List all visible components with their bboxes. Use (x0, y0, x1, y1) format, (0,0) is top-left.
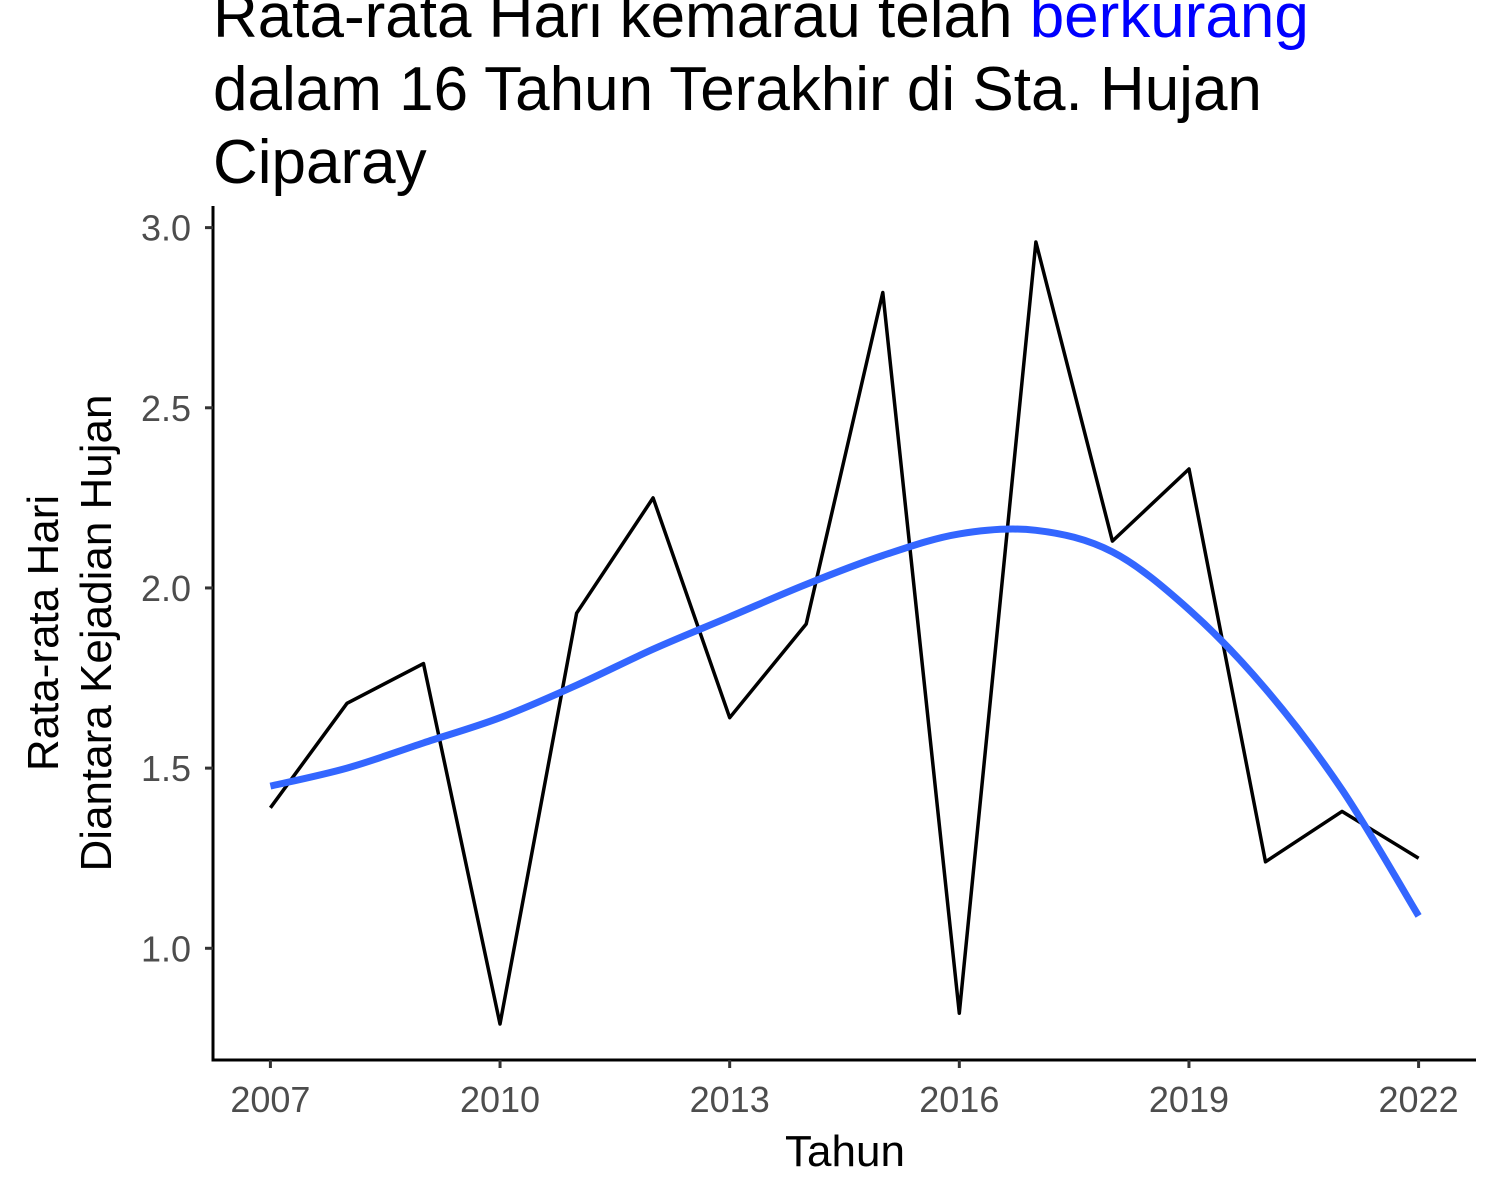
x-tick-label: 2016 (919, 1079, 999, 1120)
chart-title-part1: Rata-rata Hari kemarau telah (213, 0, 1030, 51)
y-tick-label: 1.5 (141, 748, 191, 789)
y-tick-label: 2.5 (141, 388, 191, 429)
x-tick-label: 2022 (1379, 1079, 1459, 1120)
y-axis-ticks: 1.0 1.5 2.0 2.5 3.0 (141, 208, 213, 969)
y-axis-title-line1: Rata-rata Hari (19, 495, 68, 771)
chart-title-part2: dalam 16 Tahun Terakhir di Sta. Hujan Ci… (213, 55, 1262, 197)
chart-marks (268, 240, 1422, 1026)
y-axis-title: Rata-rata Hari Diantara Kejadian Hujan (19, 395, 121, 872)
x-tick-label: 2007 (230, 1079, 310, 1120)
x-tick-label: 2019 (1149, 1079, 1229, 1120)
x-axis-ticks: 2007 2010 2013 2016 2019 2022 (230, 1060, 1459, 1120)
x-tick-label: 2010 (460, 1079, 540, 1120)
x-axis-title: Tahun (785, 1127, 905, 1176)
series-line-raw (268, 240, 1420, 1026)
chart-title: Rata-rata Hari kemarau telah berkurang d… (213, 0, 1473, 199)
y-tick-label: 2.0 (141, 568, 191, 609)
x-tick-label: 2013 (690, 1079, 770, 1120)
y-axis-title-line2: Diantara Kejadian Hujan (72, 395, 121, 872)
y-tick-label: 3.0 (141, 208, 191, 249)
chart-title-highlight: berkurang (1029, 0, 1309, 51)
series-line-smooth (269, 525, 1422, 918)
y-tick-label: 1.0 (141, 928, 191, 969)
